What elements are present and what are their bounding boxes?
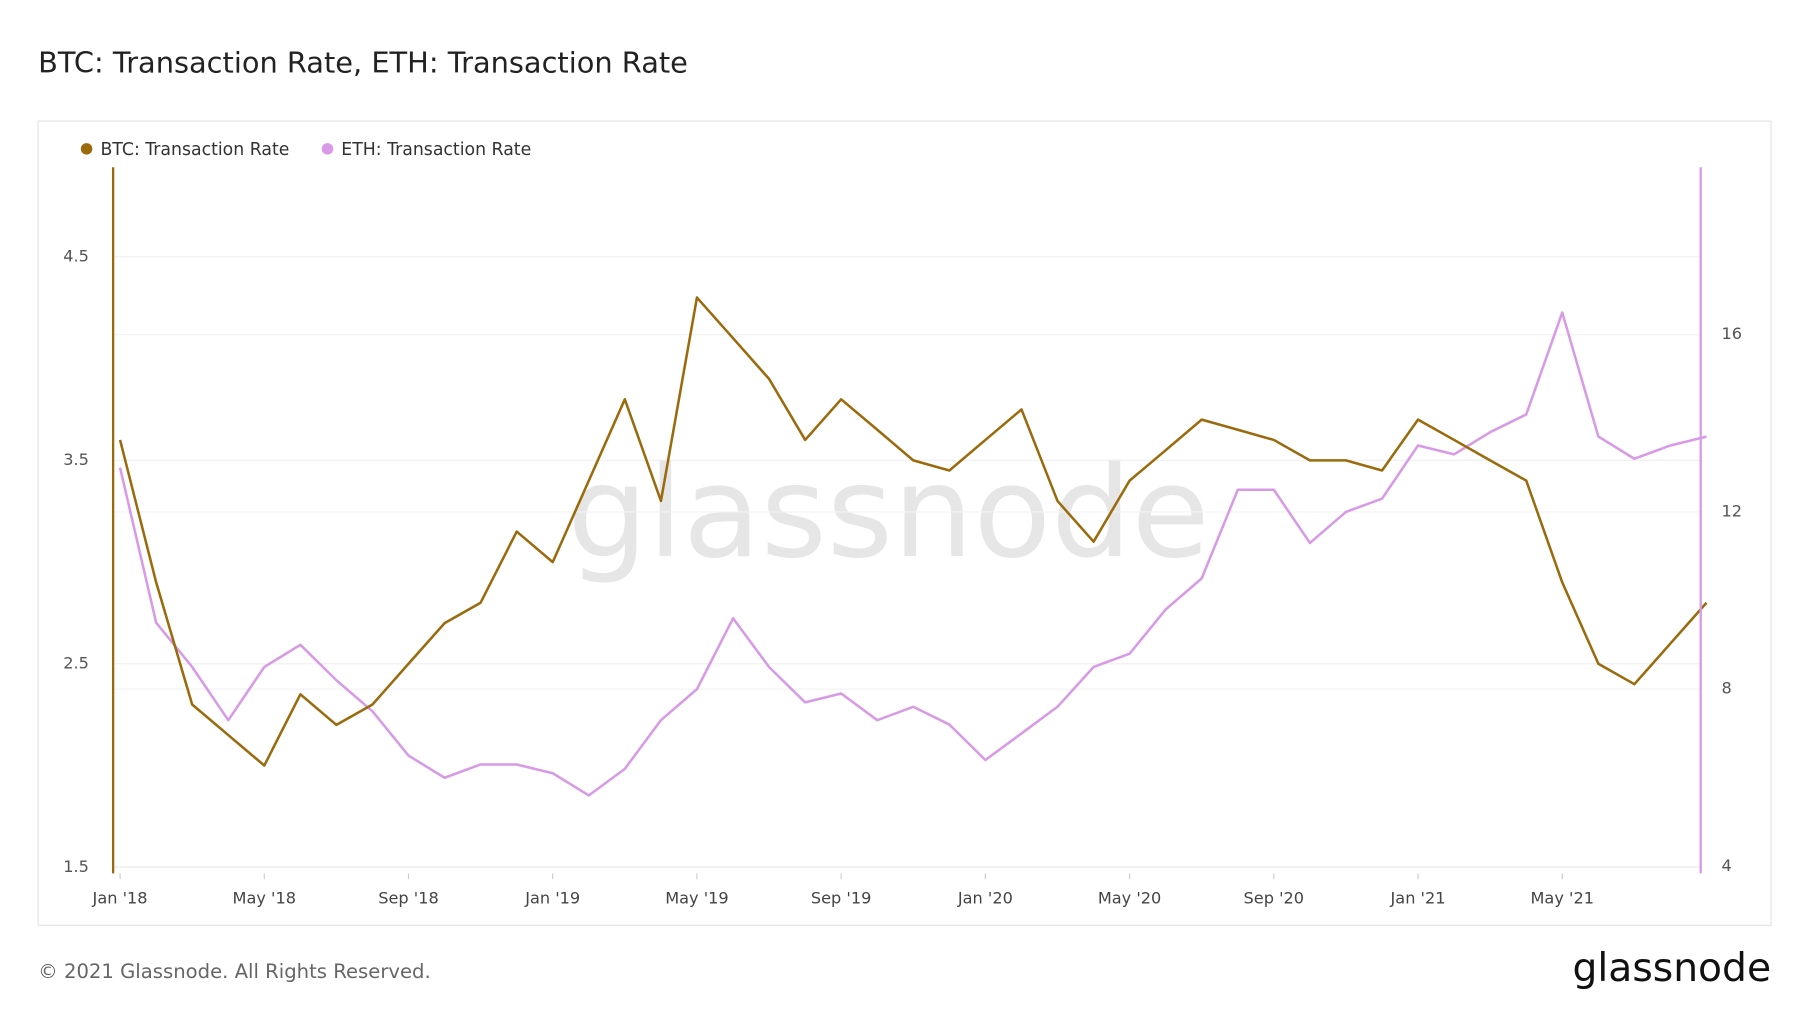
y2-tick-label: 4 [1721, 856, 1731, 875]
y2-tick-label: 16 [1721, 324, 1742, 343]
x-tick-label: May '19 [665, 888, 728, 907]
y-tick-label: 3.5 [63, 450, 89, 469]
y2-tick-label: 8 [1721, 679, 1731, 698]
x-tick-label: May '20 [1098, 888, 1161, 907]
x-tick-label: Jan '19 [524, 888, 580, 907]
x-tick-label: Sep '18 [378, 888, 439, 907]
y2-tick-label: 12 [1721, 501, 1742, 520]
x-tick-label: Sep '20 [1244, 888, 1305, 907]
y-tick-label: 4.5 [63, 246, 89, 265]
x-tick-label: Jan '21 [1390, 888, 1446, 907]
x-tick-label: Sep '19 [811, 888, 872, 907]
x-tick-label: May '18 [233, 888, 296, 907]
y-tick-label: 2.5 [63, 653, 89, 672]
x-tick-label: May '21 [1531, 888, 1594, 907]
copyright: © 2021 Glassnode. All Rights Reserved. [38, 960, 431, 983]
x-tick-label: Jan '18 [92, 888, 148, 907]
legend-label: ETH: Transaction Rate [341, 140, 531, 160]
chart-frame [37, 120, 1772, 926]
y-tick-label: 1.5 [63, 857, 89, 876]
brand-logo: glassnode [1573, 946, 1772, 991]
chart-title: BTC: Transaction Rate, ETH: Transaction … [38, 46, 688, 80]
series-line [118, 296, 1708, 767]
series-line [118, 311, 1707, 797]
x-tick-label: Jan '20 [957, 888, 1013, 907]
legend-marker [80, 143, 93, 155]
legend-label: BTC: Transaction Rate [100, 140, 289, 160]
legend-marker [321, 143, 334, 155]
